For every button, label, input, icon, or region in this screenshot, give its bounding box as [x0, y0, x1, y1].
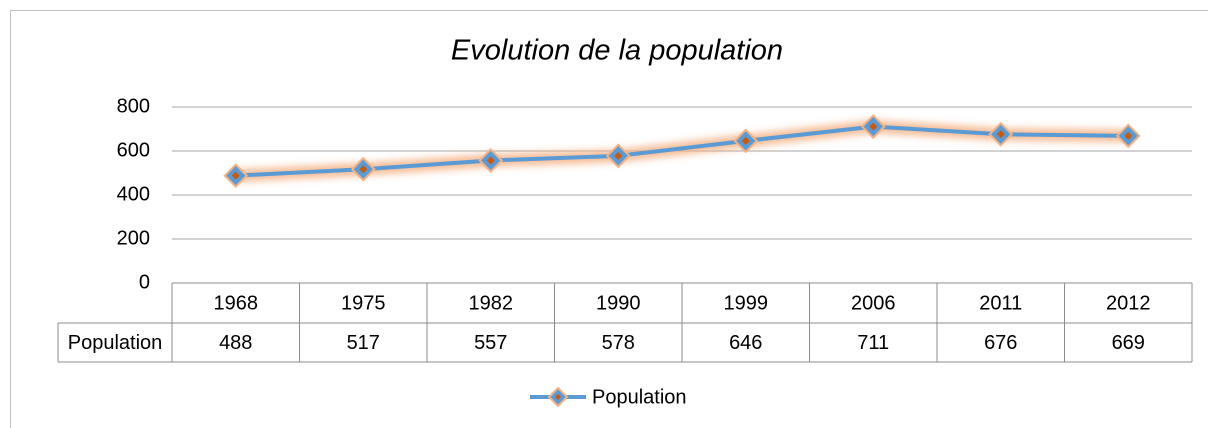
- x-tick-label: 1990: [596, 292, 641, 314]
- table-value: 578: [602, 332, 635, 354]
- y-tick-label: 200: [117, 227, 150, 249]
- marker-center: [486, 156, 495, 165]
- legend-label: Population: [592, 386, 687, 408]
- y-tick-label: 0: [139, 271, 150, 293]
- chart-title: Evolution de la population: [451, 35, 783, 67]
- x-tick-label: 1975: [341, 292, 386, 314]
- table-value: 488: [219, 332, 252, 354]
- x-tick-label: 1982: [469, 292, 514, 314]
- marker-center: [1124, 131, 1133, 140]
- legend-marker-center: [555, 394, 561, 400]
- marker-center: [231, 171, 240, 180]
- table-value: 557: [474, 332, 507, 354]
- x-tick-label: 2012: [1106, 292, 1151, 314]
- table-value: 517: [347, 332, 380, 354]
- y-tick-label: 600: [117, 139, 150, 161]
- marker-center: [359, 165, 368, 174]
- table-value: 711: [857, 332, 889, 354]
- x-tick-label: 2006: [851, 292, 896, 314]
- table-value: 676: [984, 332, 1017, 354]
- x-tick-label: 2011: [979, 292, 1022, 314]
- y-tick-label: 800: [117, 95, 150, 117]
- table-value: 646: [729, 332, 762, 354]
- y-tick-label: 400: [117, 183, 150, 205]
- marker-center: [741, 136, 750, 145]
- marker-center: [869, 122, 878, 131]
- series-line: [235, 124, 1129, 178]
- table-value: 669: [1112, 332, 1145, 354]
- x-tick-label: 1968: [214, 292, 259, 314]
- x-tick-label: 1999: [724, 292, 769, 314]
- marker-center: [996, 130, 1005, 139]
- chart-border: [10, 10, 1208, 428]
- table-row-label: Population: [68, 332, 163, 354]
- marker-center: [614, 151, 623, 160]
